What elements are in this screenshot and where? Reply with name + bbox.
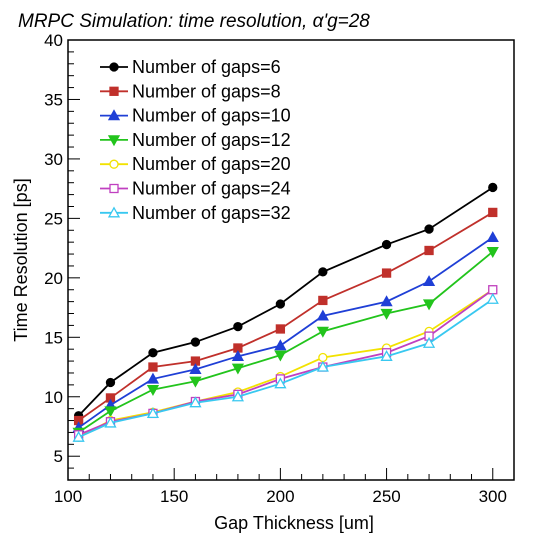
- data-point: [107, 109, 121, 121]
- series-layer: [72, 182, 499, 442]
- data-point: [422, 299, 436, 311]
- data-point: [104, 416, 117, 428]
- data-point: [231, 363, 245, 375]
- data-point: [488, 285, 498, 295]
- legend-entry: Number of gaps=10: [100, 106, 291, 126]
- x-tick-label: 100: [54, 487, 82, 506]
- data-point: [146, 372, 160, 384]
- series-line: [77, 186, 494, 417]
- data-point: [318, 352, 328, 363]
- legend-entry: Number of gaps=6: [100, 57, 281, 77]
- legend-label: Number of gaps=6: [132, 57, 281, 77]
- y-axis-label: Time Resolution [ps]: [11, 178, 31, 341]
- y-tick-label: 20: [44, 269, 63, 288]
- data-point: [424, 245, 434, 256]
- y-tick-label: 30: [44, 150, 63, 169]
- data-point: [275, 299, 286, 309]
- legend-label: Number of gaps=8: [132, 81, 281, 101]
- data-point: [148, 348, 158, 358]
- x-tick-label: 300: [479, 487, 507, 506]
- data-point: [318, 267, 328, 277]
- legend-label: Number of gaps=32: [132, 203, 291, 223]
- data-point: [109, 159, 119, 169]
- data-point: [381, 239, 392, 250]
- data-point: [422, 275, 436, 287]
- data-point: [107, 135, 121, 147]
- axis-ticks: 100 150 200 250 300 5 10 15 20 25 30 35 40: [44, 31, 515, 506]
- legend-label: Number of gaps=24: [132, 179, 291, 199]
- data-point: [316, 326, 329, 338]
- data-point: [231, 349, 245, 361]
- data-point: [190, 337, 201, 347]
- data-point: [274, 377, 287, 389]
- data-point: [380, 308, 393, 320]
- data-point: [380, 349, 393, 361]
- data-point: [233, 321, 243, 332]
- series-line: [78, 288, 494, 438]
- plot-frame: [67, 39, 515, 481]
- legend-entry: Number of gaps=12: [100, 130, 291, 150]
- data-point: [146, 407, 160, 419]
- data-point: [318, 295, 328, 306]
- legend-label: Number of gaps=20: [132, 154, 291, 174]
- data-point: [486, 247, 499, 259]
- data-point: [380, 295, 393, 307]
- x-axis-label: Gap Thickness [um]: [214, 513, 374, 533]
- data-point: [107, 206, 121, 218]
- series-line: [78, 211, 494, 422]
- legend-entry: Number of gaps=20: [100, 154, 291, 174]
- y-tick-label: 25: [44, 209, 63, 228]
- data-point: [104, 406, 117, 418]
- data-point: [189, 396, 202, 408]
- y-tick-label: 10: [44, 388, 63, 407]
- data-point: [381, 268, 392, 278]
- series-7: [72, 292, 499, 442]
- data-point: [316, 309, 329, 321]
- y-tick-label: 15: [44, 328, 63, 347]
- x-tick-label: 150: [160, 487, 188, 506]
- data-point: [486, 231, 499, 243]
- series-line: [78, 298, 494, 439]
- data-point: [231, 390, 245, 402]
- data-point: [316, 360, 329, 372]
- data-point: [109, 183, 119, 194]
- y-tick-label: 5: [54, 447, 63, 466]
- data-point: [146, 384, 160, 396]
- data-point: [488, 182, 498, 193]
- legend-label: Number of gaps=12: [132, 130, 291, 150]
- data-point: [274, 350, 287, 362]
- y-tick-label: 40: [44, 31, 63, 50]
- chart-title: MRPC Simulation: time resolution, α'g=28: [18, 11, 370, 32]
- legend-entry: Number of gaps=8: [100, 81, 281, 101]
- legend: Number of gaps=6 Number of gaps=8 Number o…: [100, 57, 291, 223]
- legend-entry: Number of gaps=24: [100, 179, 291, 199]
- series-1: [73, 182, 498, 421]
- series-2: [73, 207, 498, 426]
- data-point: [109, 62, 119, 72]
- series-4: [72, 247, 499, 439]
- data-point: [486, 292, 499, 304]
- series-line: [78, 236, 494, 429]
- y-tick-label: 35: [44, 90, 63, 109]
- data-point: [189, 376, 202, 388]
- data-point: [148, 362, 158, 372]
- data-point: [422, 336, 436, 348]
- data-point: [488, 207, 498, 218]
- x-tick-label: 200: [266, 487, 294, 506]
- data-point: [189, 363, 202, 375]
- data-point: [275, 324, 286, 334]
- legend-entry: Number of gaps=32: [100, 203, 291, 223]
- data-point: [72, 430, 85, 442]
- series-line: [78, 250, 494, 434]
- data-point: [109, 86, 119, 96]
- legend-label: Number of gaps=10: [132, 106, 291, 126]
- data-point: [424, 224, 434, 234]
- data-point: [105, 377, 116, 388]
- series-3: [72, 231, 499, 433]
- x-tick-label: 250: [372, 487, 400, 506]
- data-point: [274, 339, 287, 351]
